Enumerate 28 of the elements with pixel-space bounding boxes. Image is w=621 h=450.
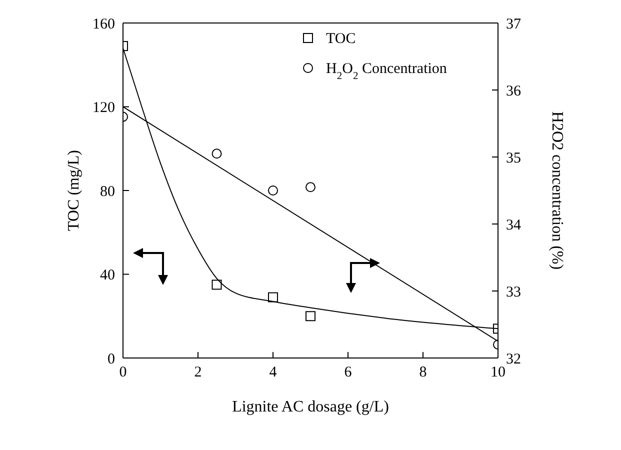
point	[268, 186, 278, 196]
y2-tick-label: 34	[506, 217, 522, 234]
y-tick-label: 80	[100, 184, 115, 200]
y-tick-label: 0	[108, 351, 115, 368]
legend-label: TOC	[326, 31, 356, 47]
y2-tick-label: 36	[506, 83, 522, 100]
x-tick-label: 10	[490, 364, 506, 381]
x-tick-label: 6	[344, 364, 352, 381]
y2-tick-label: 35	[506, 150, 521, 166]
point	[212, 280, 222, 290]
legend-label: H$_{2}$O$_{2}$ Concentration	[326, 61, 448, 82]
y-axis-title: TOC (mg/L)	[66, 150, 83, 232]
y-tick-label: 160	[92, 16, 115, 32]
y2-tick-label: 37	[506, 16, 522, 32]
y-tick-label: 120	[92, 100, 115, 116]
x-tick-label: 0	[119, 364, 127, 381]
point	[306, 182, 316, 192]
point	[212, 148, 222, 159]
point	[268, 292, 278, 302]
point	[306, 311, 316, 322]
x-axis-title: Lignite AC dosage (g/L)	[232, 398, 389, 416]
y2-axis-title: H2O2 concentration (%)	[548, 111, 566, 270]
x-tick-label: 4	[269, 364, 278, 381]
y2-tick-label: 32	[506, 351, 521, 368]
x-tick-label: 2	[194, 364, 202, 381]
x-tick-label: 8	[419, 364, 427, 381]
y-tick-label: 40	[100, 268, 115, 284]
y2-tick-label: 33	[506, 284, 521, 300]
